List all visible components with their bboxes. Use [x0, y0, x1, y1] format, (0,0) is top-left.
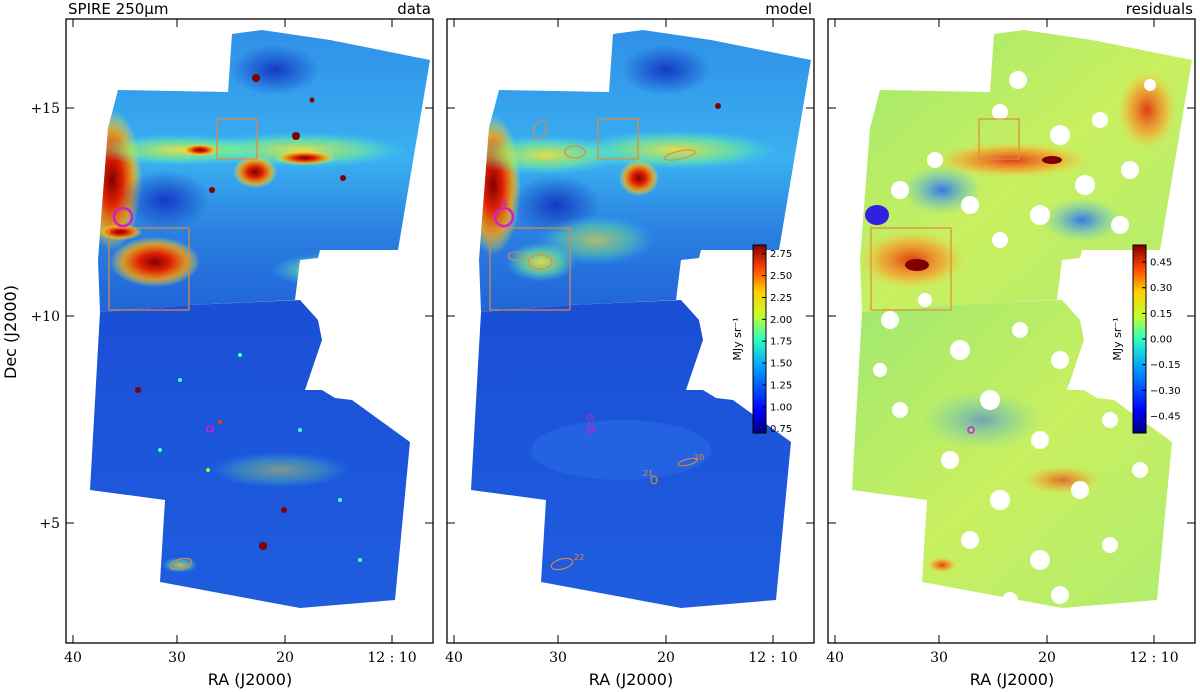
model-colorbar-ticks: 2.75 2.50 2.25 2.00 1.75 1.50 1.25 1.00 0.75 — [762, 249, 792, 435]
residuals-masked-sources — [873, 71, 1156, 608]
colorbar-tick-label: 0.00 — [1150, 335, 1172, 346]
model-region-label-n: N — [500, 198, 507, 209]
colorbar-tick-label: −0.45 — [1150, 411, 1181, 422]
residuals-region-box-west — [870, 227, 952, 311]
figure-title: SPIRE 250μm — [68, 0, 168, 18]
panel-data-map — [90, 30, 430, 608]
panel-model-frame — [446, 18, 815, 644]
model-highlight-circle — [493, 206, 515, 228]
residuals-colorbar-ticks: 0.45 0.30 0.15 0.00 −0.15 −0.30 −0.45 — [1142, 258, 1181, 422]
x-tick-label: 20 — [657, 650, 675, 666]
colorbar-tick-label: 1.75 — [770, 337, 792, 348]
model-region-label-21: 21 — [643, 469, 653, 478]
panel-data-frame — [65, 18, 434, 644]
y-tick-label: +5 — [39, 516, 60, 532]
panel-model-map: N G 20 21 22 — [471, 30, 811, 608]
colorbar-tick-label: 2.00 — [770, 315, 792, 326]
axis-ticks: 40 30 20 12 : 10 40 30 20 12 : 10 40 30 20 12 : 10 +… — [30, 19, 1195, 666]
colorbar-tick-label: 1.00 — [770, 402, 792, 413]
colorbar-tick-label: 0.15 — [1150, 309, 1172, 320]
x-tick-label: 20 — [276, 650, 294, 666]
colorbar-tick-label: −0.30 — [1150, 386, 1181, 397]
x-tick-label: 30 — [549, 650, 567, 666]
data-region-ellipse — [169, 557, 193, 571]
x-tick-label: 12 : 10 — [748, 650, 797, 666]
x-tick-label: 30 — [930, 650, 948, 666]
colorbar-tick-label: −0.15 — [1150, 360, 1181, 371]
data-highlight-circle-small — [206, 425, 214, 433]
colorbar-tick-label: 1.25 — [770, 380, 792, 391]
colorbar-tick-label: 0.45 — [1150, 258, 1172, 269]
x-tick-label: 40 — [64, 650, 82, 666]
residuals-region-box-north — [978, 118, 1020, 160]
model-region-ellipse-22 — [550, 557, 574, 571]
model-region-label-22: 22 — [574, 553, 584, 562]
model-region-label-20: 20 — [694, 453, 704, 462]
data-highlight-circle — [112, 206, 134, 228]
x-axis-label-data: RA (J2000) — [208, 670, 292, 689]
residuals-highlight-circle-small — [967, 426, 975, 434]
model-region-label-g: G — [586, 413, 594, 424]
x-axis-label-model: RA (J2000) — [589, 670, 673, 689]
x-tick-label: 20 — [1038, 650, 1056, 666]
model-region-box-west — [489, 227, 571, 311]
model-colorbar — [752, 244, 767, 434]
model-highlight-circle-small — [586, 424, 596, 434]
panel-label-residuals: residuals — [1126, 0, 1193, 18]
model-colorbar-label: MJy sr⁻¹ — [731, 317, 744, 360]
residuals-colorbar-label: MJy sr⁻¹ — [1111, 317, 1124, 360]
x-tick-label: 12 : 10 — [1129, 650, 1178, 666]
model-region-ellipse-20 — [677, 457, 699, 467]
colorbar-tick-label: 2.50 — [770, 271, 792, 282]
panel-residuals-frame — [827, 18, 1196, 644]
x-tick-label: 40 — [826, 650, 844, 666]
colorbar-tick-label: 2.75 — [770, 249, 792, 260]
x-axis-label-residuals: RA (J2000) — [970, 670, 1054, 689]
y-axis-label: Dec (J2000) — [1, 285, 20, 379]
panel-label-data: data — [397, 0, 431, 18]
x-tick-label: 40 — [445, 650, 463, 666]
colorbar-tick-label: 1.50 — [770, 359, 792, 370]
x-tick-label: 30 — [168, 650, 186, 666]
data-region-box-west — [108, 227, 190, 311]
y-tick-label: +10 — [30, 309, 60, 325]
model-region-ellipse-21 — [650, 475, 658, 485]
colorbar-tick-label: 0.75 — [770, 424, 792, 435]
panel-label-model: model — [765, 0, 812, 18]
x-tick-label: 12 : 10 — [367, 650, 416, 666]
colorbar-tick-label: 2.25 — [770, 293, 792, 304]
colorbar-tick-label: 0.30 — [1150, 283, 1172, 294]
model-region-box-north — [597, 118, 639, 160]
panel-residuals-map — [852, 30, 1192, 608]
data-region-box-north — [216, 118, 258, 160]
y-tick-label: +15 — [30, 101, 60, 117]
